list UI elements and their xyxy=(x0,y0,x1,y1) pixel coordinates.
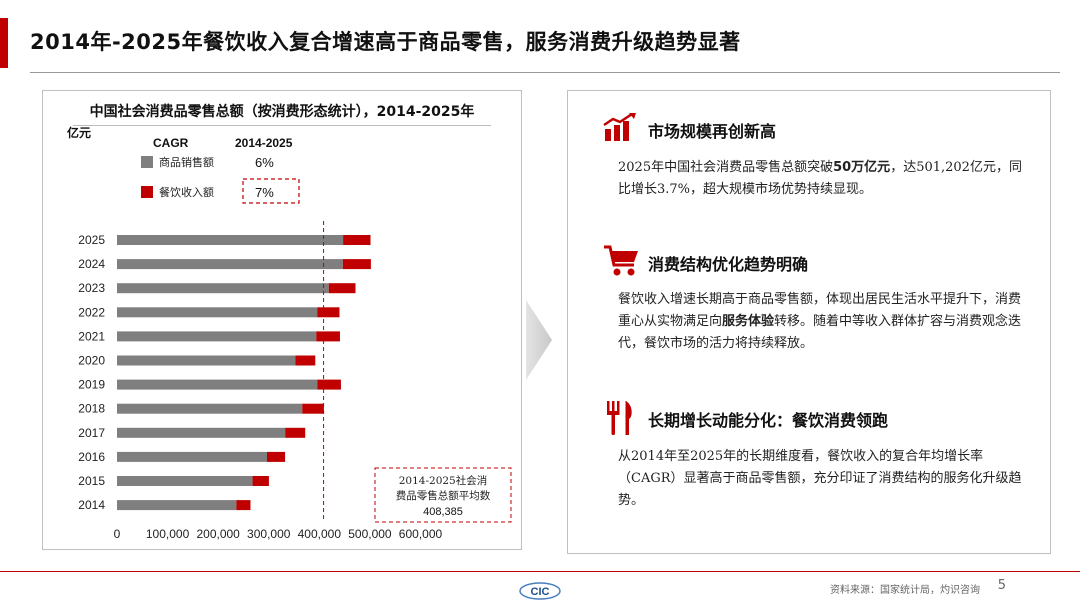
y-tick-label: 2021 xyxy=(78,329,105,343)
bar-retail-goods xyxy=(117,379,318,390)
cagr-value: 6% xyxy=(255,155,274,170)
bar-catering xyxy=(316,331,340,342)
bar-retail-goods xyxy=(117,331,317,342)
legend-swatch xyxy=(141,156,153,168)
bar-retail-goods xyxy=(117,451,267,462)
average-annotation-box xyxy=(374,467,512,523)
bar-growth-icon xyxy=(603,113,636,141)
bar-catering xyxy=(236,500,251,511)
title-accent-bar xyxy=(0,18,8,68)
bar-catering xyxy=(266,451,286,462)
bar-catering xyxy=(295,355,316,366)
bar-catering xyxy=(317,307,340,318)
section-body-growth: 从2014年至2025年的长期维度看，餐饮收入的复合年均增长率（CAGR）显著高… xyxy=(618,449,1022,508)
y-unit-label: 亿元 xyxy=(67,125,91,140)
page-title: 2014年-2025年餐饮收入复合增速高于商品零售，服务消费升级趋势显著 xyxy=(30,30,741,54)
bar-retail-goods xyxy=(117,476,253,486)
bar-retail-goods xyxy=(117,259,343,270)
cagr-highlight-box xyxy=(242,178,300,204)
chart-panel: 中国社会消费品零售总额（按消费形态统计），2014-2025年 亿元 CAGR 20… xyxy=(42,90,522,550)
average-annotation-text: 2014-2025社会消 xyxy=(399,474,488,487)
y-tick-label: 2025 xyxy=(78,233,105,247)
y-tick-label: 2015 xyxy=(78,474,105,488)
bar-catering xyxy=(285,427,306,438)
cic-logo: CIC xyxy=(519,582,561,600)
section-body-market: 2025年中国社会消费品零售总额突破50万亿元，达501,202亿元，同比增长3… xyxy=(618,160,1022,197)
bar-retail-goods xyxy=(117,307,318,318)
y-tick-label: 2022 xyxy=(78,305,105,319)
x-tick-label: 0 xyxy=(114,527,121,541)
x-tick-label: 200,000 xyxy=(196,527,240,541)
bar-retail-goods xyxy=(117,403,303,414)
footer-divider xyxy=(0,571,1080,572)
insight-panel: 市场规模再创新高 2025年中国社会消费品零售总额突破50万亿元，达501,20… xyxy=(567,90,1051,554)
x-tick-label: 500,000 xyxy=(348,527,392,541)
section-heading-market: 市场规模再创新高 xyxy=(648,122,777,141)
title-divider xyxy=(30,72,1060,73)
y-tick-label: 2019 xyxy=(78,378,105,392)
x-tick-label: 300,000 xyxy=(247,527,291,541)
y-tick-label: 2014 xyxy=(78,498,105,512)
bar-catering xyxy=(302,403,324,414)
y-tick-label: 2016 xyxy=(78,450,105,464)
y-tick-label: 2017 xyxy=(78,426,105,440)
section-heading-structure: 消费结构优化趋势明确 xyxy=(648,255,809,274)
x-tick-label: 600,000 xyxy=(399,527,443,541)
x-tick-label: 400,000 xyxy=(298,527,342,541)
page-number: 5 xyxy=(997,578,1006,593)
cagr-header: CAGR xyxy=(153,136,189,150)
y-tick-label: 2020 xyxy=(78,354,105,368)
bar-retail-goods xyxy=(117,235,344,245)
svg-text:CIC: CIC xyxy=(531,586,550,598)
source-note: 资料来源：国家统计局，灼识咨询 xyxy=(830,585,980,596)
average-annotation-value: 408,385 xyxy=(423,506,463,518)
bar-catering xyxy=(342,259,371,270)
bar-catering xyxy=(317,379,341,390)
bar-retail-goods xyxy=(117,283,329,294)
legend-label: 餐饮收入额 xyxy=(159,185,214,199)
bar-retail-goods xyxy=(117,355,296,366)
bar-retail-goods xyxy=(117,500,237,511)
section-body-structure: 餐饮收入增速长期高于商品零售额，体现出居民生活水平提升下，消费重心从实物满足向服… xyxy=(618,292,1022,351)
chevron-right-icon xyxy=(526,300,552,380)
chart-title-divider xyxy=(73,125,491,126)
cagr-period: 2014-2025 xyxy=(235,136,293,150)
section-heading-growth: 长期增长动能分化：餐饮消费领跑 xyxy=(648,411,889,430)
cagr-value: 7% xyxy=(255,185,274,200)
chart-title: 中国社会消费品零售总额（按消费形态统计），2014-2025年 xyxy=(89,104,475,120)
legend-label: 商品销售额 xyxy=(159,155,214,169)
legend-swatch xyxy=(141,186,153,198)
y-tick-label: 2023 xyxy=(78,281,105,295)
fork-knife-icon xyxy=(607,401,632,435)
bar-catering xyxy=(252,476,269,486)
y-tick-label: 2018 xyxy=(78,402,105,416)
x-tick-label: 100,000 xyxy=(146,527,190,541)
shopping-cart-icon xyxy=(604,245,638,276)
bar-catering xyxy=(343,235,371,245)
y-tick-label: 2024 xyxy=(78,257,105,271)
bar-retail-goods xyxy=(117,427,286,438)
average-annotation-text: 费品零售总额平均数 xyxy=(396,489,491,502)
retail-sales-chart: 亿元 CAGR 2014-2025 商品销售额 6% 餐饮收入额 7% 2025 2024 202… xyxy=(67,125,512,541)
bar-catering xyxy=(328,283,356,294)
